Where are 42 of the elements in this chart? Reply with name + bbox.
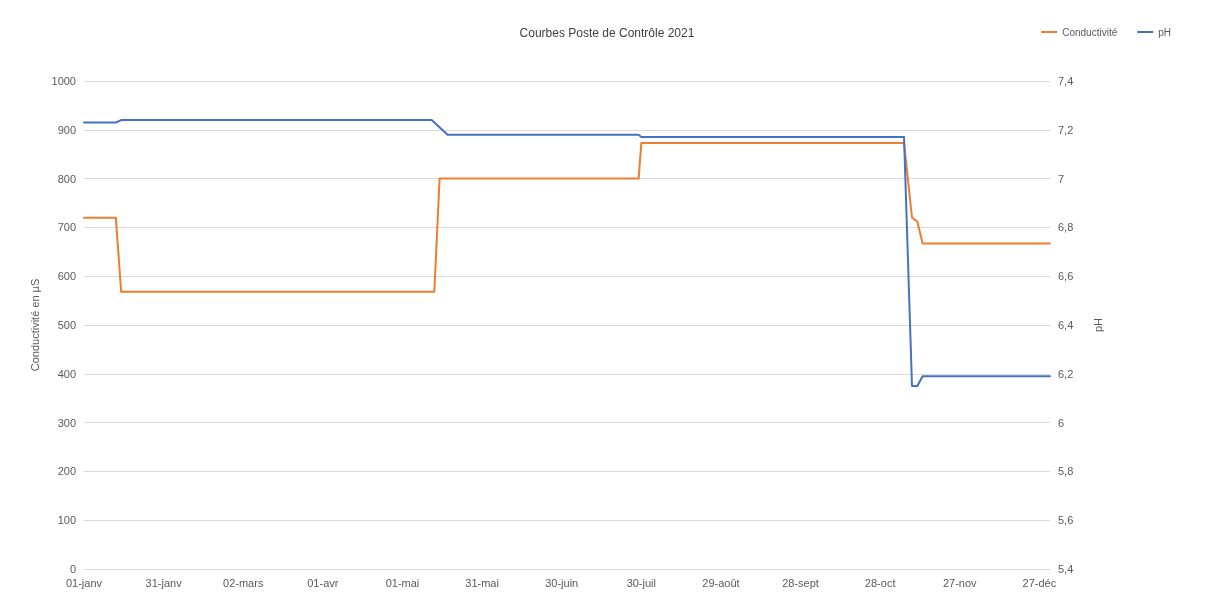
line-series: [83, 119, 1051, 387]
y-tick-label: 700: [57, 221, 76, 234]
y-tick-label: 500: [57, 319, 76, 331]
y2-tick-label: 6,6: [1058, 270, 1074, 283]
x-tick-label: 01-mai: [385, 576, 420, 589]
y-axis-title: Conductivité en µS: [29, 278, 42, 372]
legend-label: pH: [1158, 26, 1172, 38]
x-tick-label: 28-sept: [782, 576, 819, 589]
y2-tick-label: 6,8: [1058, 221, 1074, 234]
y2-axis-title: pH: [1091, 317, 1104, 333]
y2-tick-label: 7,2: [1058, 123, 1074, 136]
x-tick-label: 31-mai: [465, 576, 499, 589]
x-tick-label: 01-janv: [65, 576, 103, 589]
x-tick-label: 30-juin: [545, 576, 579, 589]
y-tick-label: 300: [57, 416, 76, 429]
y-tick-label: 0: [69, 563, 76, 575]
x-tick-label: 27-nov: [942, 576, 978, 589]
x-tick-label: 31-janv: [145, 576, 183, 589]
x-tick-label: 28-oct: [864, 576, 896, 589]
chart-title: Courbes Poste de Contrôle 2021: [519, 26, 695, 40]
y2-tick-label: 7: [1058, 172, 1065, 185]
y2-tick-label: 6,2: [1058, 367, 1074, 380]
y2-tick-label: 5,4: [1058, 563, 1074, 575]
y-tick-label: 900: [57, 123, 76, 136]
x-tick-label: 01-avr: [307, 576, 339, 589]
y-tick-label: 800: [57, 172, 76, 185]
y2-tick-label: 6,4: [1058, 319, 1074, 331]
y2-tick-label: 5,8: [1058, 465, 1074, 478]
y-tick-label: 100: [57, 514, 76, 527]
y-tick-label: 400: [57, 367, 76, 380]
x-tick-label: 27-déc: [1022, 576, 1057, 589]
x-tick-label: 29-août: [702, 576, 740, 589]
y-tick-label: 600: [57, 270, 76, 283]
y2-tick-label: 6: [1058, 416, 1065, 429]
legend-label: Conductivité: [1062, 26, 1118, 38]
x-tick-label: 30-juil: [626, 576, 656, 589]
line-series: [83, 141, 1051, 293]
y2-tick-label: 7,4: [1058, 75, 1074, 87]
y-tick-label: 1000: [51, 75, 76, 87]
y2-tick-label: 5,6: [1058, 514, 1074, 527]
x-tick-label: 02-mars: [223, 576, 264, 589]
y-tick-label: 200: [57, 465, 76, 478]
